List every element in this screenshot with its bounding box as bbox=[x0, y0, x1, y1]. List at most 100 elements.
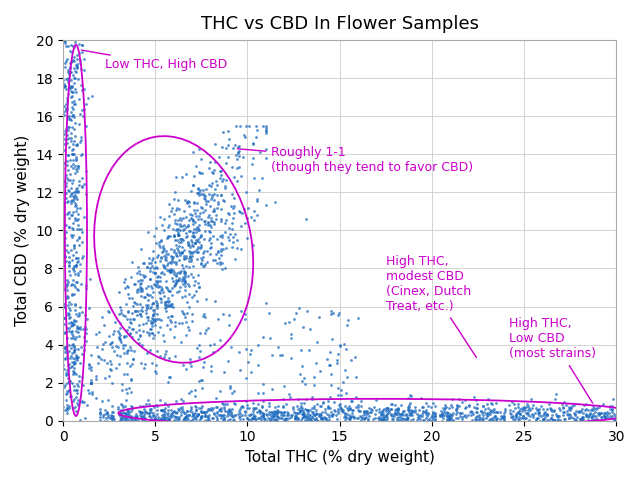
Point bbox=[380, 417, 390, 424]
Point bbox=[551, 410, 561, 418]
Point bbox=[188, 217, 198, 225]
Point bbox=[67, 84, 77, 91]
Point bbox=[325, 348, 335, 356]
Point bbox=[230, 230, 240, 238]
Point bbox=[115, 412, 125, 420]
Point bbox=[146, 283, 156, 290]
Point bbox=[158, 331, 168, 339]
Point bbox=[72, 399, 82, 407]
Point bbox=[178, 408, 188, 415]
Point bbox=[175, 404, 186, 412]
Point bbox=[71, 317, 81, 324]
Point bbox=[180, 331, 191, 338]
Point bbox=[332, 416, 342, 423]
Point bbox=[328, 309, 338, 317]
Point bbox=[291, 412, 301, 420]
Point bbox=[269, 416, 279, 424]
Point bbox=[225, 384, 236, 392]
Point bbox=[205, 244, 215, 252]
Point bbox=[72, 56, 83, 63]
Point bbox=[408, 408, 418, 415]
Point bbox=[451, 405, 461, 412]
Point bbox=[198, 186, 208, 193]
Point bbox=[152, 416, 163, 423]
Point bbox=[140, 407, 150, 415]
Point bbox=[307, 416, 317, 423]
Point bbox=[116, 414, 126, 422]
Point bbox=[312, 417, 322, 424]
Point bbox=[64, 123, 74, 131]
Point bbox=[374, 408, 385, 416]
Point bbox=[132, 300, 142, 308]
Point bbox=[216, 191, 227, 199]
Point bbox=[301, 215, 312, 223]
Point bbox=[281, 400, 291, 408]
Point bbox=[138, 259, 148, 266]
Point bbox=[145, 304, 155, 312]
Point bbox=[545, 407, 556, 414]
Point bbox=[124, 384, 134, 392]
Point bbox=[65, 76, 76, 84]
Point bbox=[187, 232, 197, 240]
Point bbox=[134, 339, 144, 347]
Point bbox=[189, 291, 199, 299]
Point bbox=[239, 408, 250, 415]
Point bbox=[124, 412, 134, 420]
Point bbox=[339, 406, 349, 414]
Point bbox=[585, 409, 595, 417]
Point bbox=[204, 181, 214, 189]
Point bbox=[65, 192, 76, 200]
Point bbox=[255, 407, 265, 415]
Point bbox=[467, 408, 477, 416]
Point bbox=[444, 415, 454, 422]
Point bbox=[180, 274, 190, 281]
Point bbox=[72, 65, 82, 72]
Point bbox=[230, 152, 241, 159]
Point bbox=[196, 215, 206, 222]
Point bbox=[59, 204, 69, 211]
Point bbox=[246, 160, 257, 168]
Point bbox=[115, 304, 125, 312]
Point bbox=[346, 412, 356, 420]
Point bbox=[455, 412, 465, 420]
Point bbox=[194, 227, 204, 234]
Point bbox=[169, 232, 179, 240]
Point bbox=[441, 403, 451, 411]
Point bbox=[156, 415, 166, 423]
Point bbox=[61, 246, 71, 253]
Point bbox=[311, 409, 321, 417]
Point bbox=[598, 411, 609, 419]
Point bbox=[324, 361, 334, 369]
Point bbox=[301, 413, 312, 421]
Point bbox=[76, 65, 86, 73]
Point bbox=[438, 404, 449, 412]
Point bbox=[364, 404, 374, 411]
Point bbox=[428, 416, 438, 424]
Point bbox=[65, 170, 76, 178]
Point bbox=[265, 335, 275, 342]
Point bbox=[253, 415, 264, 422]
Point bbox=[148, 288, 158, 296]
Point bbox=[211, 403, 221, 410]
Point bbox=[392, 410, 402, 418]
Point bbox=[211, 250, 221, 258]
Point bbox=[190, 403, 200, 410]
Point bbox=[296, 402, 306, 409]
Point bbox=[402, 414, 412, 422]
Point bbox=[170, 231, 180, 239]
Point bbox=[186, 417, 196, 424]
Point bbox=[68, 177, 78, 184]
Point bbox=[145, 275, 156, 283]
Point bbox=[163, 299, 173, 306]
Point bbox=[326, 307, 336, 315]
Point bbox=[182, 272, 193, 280]
Point bbox=[220, 264, 230, 272]
Point bbox=[63, 278, 74, 286]
Point bbox=[188, 232, 198, 240]
Point bbox=[79, 66, 90, 74]
Point bbox=[207, 415, 217, 422]
Point bbox=[60, 82, 70, 90]
Point bbox=[61, 42, 71, 50]
Point bbox=[95, 413, 105, 421]
Point bbox=[156, 213, 166, 221]
